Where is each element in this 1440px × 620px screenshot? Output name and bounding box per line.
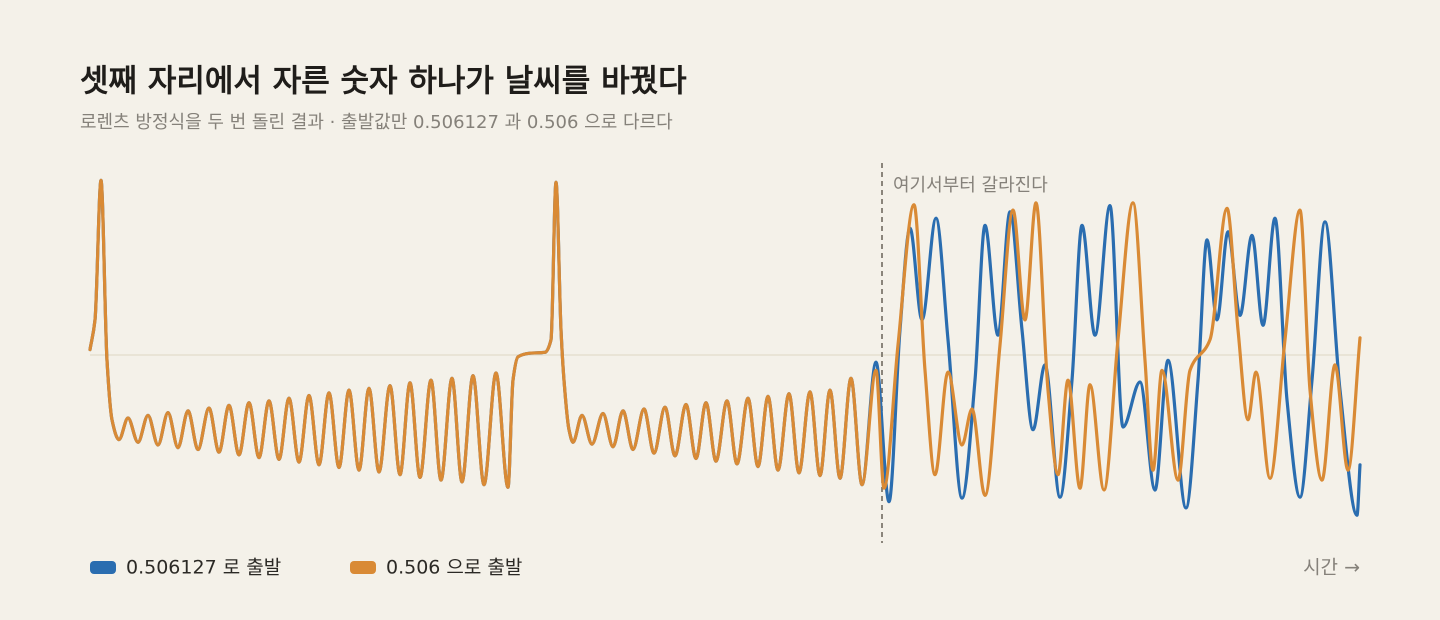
series-line — [88, 178, 1362, 517]
legend-label: 0.506127 로 출발 — [126, 557, 281, 579]
x-axis-label: 시간 → — [1303, 557, 1360, 579]
legend-swatch — [90, 561, 116, 574]
chart-subtitle: 로렌츠 방정식을 두 번 돌린 결과 · 출발값만 0.506127 과 0.5… — [80, 112, 673, 133]
annotation-text: 여기서부터 갈라진다 — [893, 175, 1048, 196]
legend-label: 0.506 으로 출발 — [386, 557, 522, 579]
chart-title: 셋째 자리에서 자른 숫자 하나가 날씨를 바꿨다 — [80, 64, 687, 100]
series-line — [88, 178, 1362, 497]
legend-swatch — [350, 561, 376, 574]
